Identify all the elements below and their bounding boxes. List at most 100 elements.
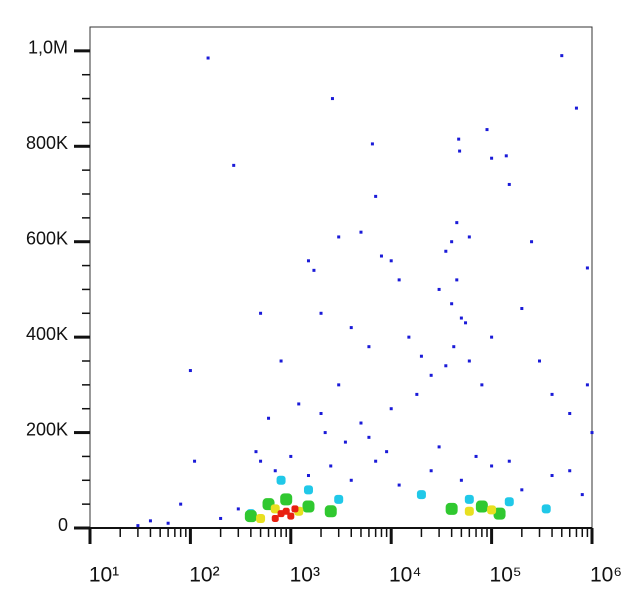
point [271, 514, 279, 522]
point [148, 519, 152, 523]
y-tick-label: 600K [26, 228, 68, 248]
x-tick-label: 10³ [290, 564, 320, 587]
point [259, 311, 263, 315]
x-tick-label: 10⁴ [389, 564, 421, 587]
point [236, 507, 240, 511]
point [459, 316, 463, 320]
point [585, 266, 589, 270]
point [334, 494, 344, 504]
point [367, 345, 371, 349]
point [450, 240, 454, 244]
point [256, 513, 266, 523]
point [370, 142, 374, 146]
point [312, 268, 316, 272]
point [291, 505, 299, 513]
point [444, 249, 448, 253]
point [437, 445, 441, 449]
y-tick-label: 200K [26, 419, 68, 439]
point [273, 469, 277, 473]
point [279, 359, 283, 363]
point [323, 431, 327, 435]
point [324, 505, 337, 518]
point [590, 431, 594, 435]
point [507, 182, 511, 186]
point [490, 156, 494, 160]
point [397, 483, 401, 487]
point [416, 490, 426, 500]
y-tick-label: 1,0M [28, 38, 68, 58]
point [538, 359, 542, 363]
point [389, 407, 393, 411]
point [490, 335, 494, 339]
point [464, 494, 474, 504]
point [475, 500, 488, 513]
point [343, 440, 347, 444]
point [359, 421, 363, 425]
point [467, 235, 471, 239]
point [303, 485, 313, 495]
point [493, 507, 506, 520]
point [507, 459, 511, 463]
point [349, 326, 353, 330]
x-tick-label: 10⁵ [490, 564, 522, 587]
point [276, 475, 286, 485]
point [487, 505, 497, 515]
point [329, 464, 333, 468]
y-tick-label: 400K [26, 324, 68, 344]
point [244, 510, 257, 523]
point [259, 459, 263, 463]
point [289, 454, 293, 458]
point [504, 154, 508, 158]
point [188, 369, 192, 373]
point [385, 450, 389, 454]
point [136, 524, 140, 528]
y-tick-label: 0 [58, 515, 68, 535]
point [455, 221, 459, 225]
point [490, 464, 494, 468]
point [337, 235, 341, 239]
point [530, 240, 534, 244]
point [287, 512, 295, 520]
point [445, 502, 458, 515]
point [319, 311, 323, 315]
point [306, 474, 310, 478]
point [337, 383, 341, 387]
point [504, 497, 514, 507]
point [458, 149, 462, 153]
y-tick-label: 800K [26, 133, 68, 153]
point [450, 302, 454, 306]
point [520, 307, 524, 311]
point [389, 259, 393, 263]
point [359, 230, 363, 234]
plot-frame [89, 26, 593, 529]
point [459, 478, 463, 482]
x-tick-label: 10² [189, 564, 219, 587]
point [550, 392, 554, 396]
point [232, 163, 236, 167]
point [464, 506, 474, 516]
point [437, 287, 441, 291]
point [485, 128, 489, 132]
point [464, 321, 468, 325]
point [520, 488, 524, 492]
point [219, 516, 223, 520]
point [560, 54, 564, 58]
point [568, 411, 572, 415]
point [474, 454, 478, 458]
point [297, 402, 301, 406]
point [455, 278, 459, 282]
point [374, 194, 378, 198]
x-tick-label: 10⁶ [590, 564, 622, 587]
point [319, 411, 323, 415]
point [452, 345, 456, 349]
point [568, 469, 572, 473]
point [419, 354, 423, 358]
point [467, 359, 471, 363]
point [580, 493, 584, 497]
point [585, 383, 589, 387]
x-tick-label: 10¹ [89, 564, 119, 587]
point [330, 97, 334, 101]
point [374, 459, 378, 463]
